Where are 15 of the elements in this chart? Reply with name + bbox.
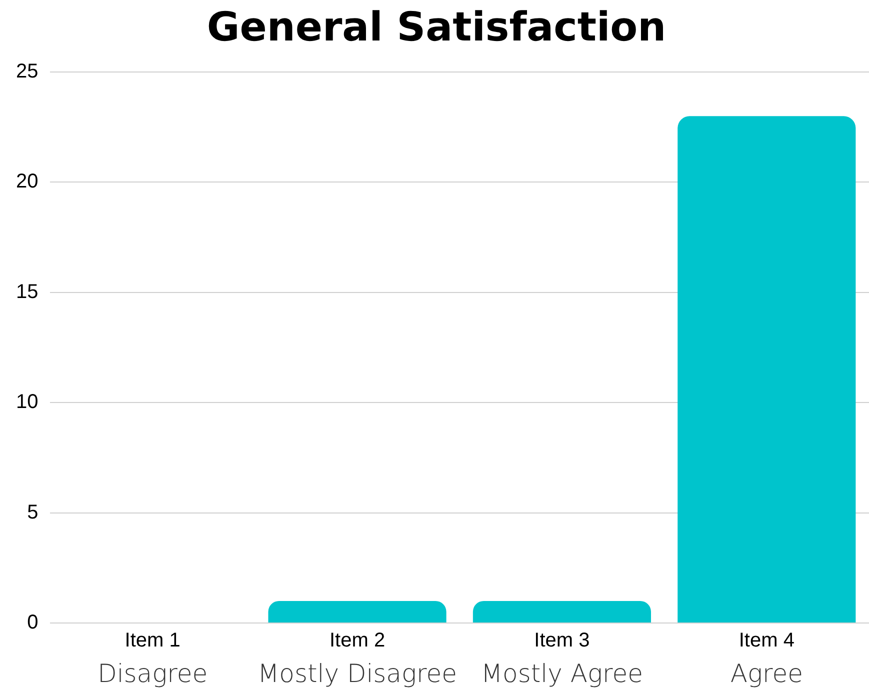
y-tick-label: 25 [16, 60, 38, 83]
text: Agree [730, 659, 803, 688]
text: Mostly Disagree [258, 659, 457, 688]
text: Disagree [98, 659, 208, 688]
x-tick-label: Item 2 [329, 630, 386, 652]
y-tick-label: 0 [27, 612, 38, 634]
chart-title: General Satisfaction [206, 4, 666, 50]
y-tick-label: 15 [16, 280, 38, 303]
x-tick-label: Item 1 [124, 630, 180, 652]
text: Mostly Agree [480, 659, 643, 688]
y-tick-label: 10 [16, 391, 38, 414]
y-tick-label: 20 [16, 170, 38, 193]
y-tick-label: 5 [27, 501, 38, 524]
x-tick-label: Item 3 [534, 630, 590, 652]
x-tick-label: Item 4 [738, 630, 794, 652]
